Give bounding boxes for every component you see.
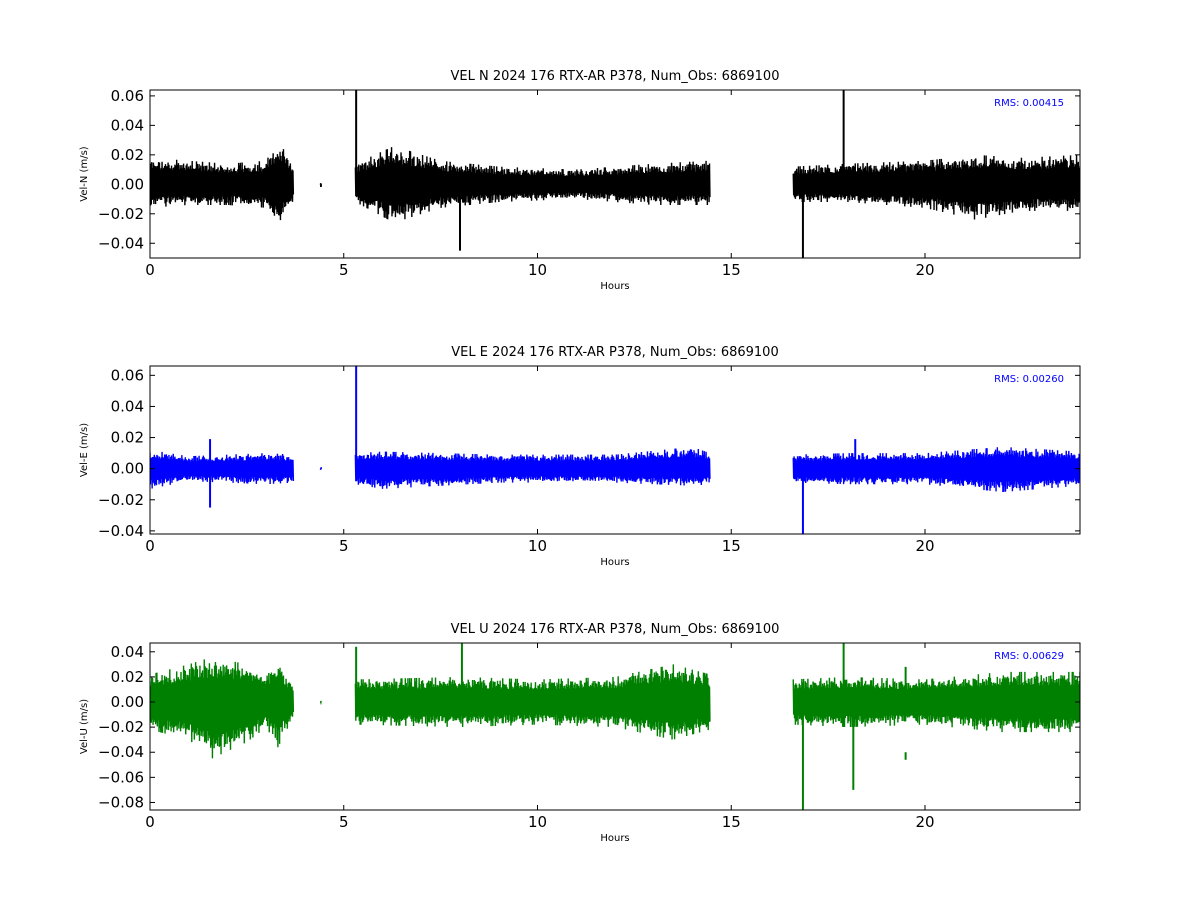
y-tick-label: −0.04 bbox=[98, 522, 144, 540]
rms-annotation: RMS: 0.00260 bbox=[994, 374, 1064, 385]
y-tick-label: 0.00 bbox=[111, 693, 144, 711]
chart-title: VEL U 2024 176 RTX-AR P378, Num_Obs: 686… bbox=[451, 622, 780, 637]
x-tick-label: 20 bbox=[915, 261, 934, 279]
y-tick-label: −0.02 bbox=[98, 205, 144, 223]
rms-annotation: RMS: 0.00629 bbox=[994, 651, 1064, 662]
x-tick-label: 10 bbox=[528, 261, 547, 279]
y-tick-label: 0.04 bbox=[111, 397, 144, 415]
rms-annotation: RMS: 0.00415 bbox=[994, 98, 1064, 109]
data-series-segment bbox=[354, 147, 711, 220]
data-series-segment bbox=[319, 183, 322, 188]
x-tick-label: 15 bbox=[722, 813, 741, 831]
x-tick-label: 10 bbox=[528, 813, 547, 831]
y-tick-label: −0.08 bbox=[98, 793, 144, 811]
y-tick-label: −0.02 bbox=[98, 718, 144, 736]
data-series-segment bbox=[150, 659, 295, 759]
data-series-segment bbox=[150, 451, 295, 489]
x-tick-label: 0 bbox=[145, 813, 155, 831]
x-tick-label: 0 bbox=[145, 537, 155, 555]
y-tick-label: 0.04 bbox=[111, 643, 144, 661]
data-series-segment bbox=[354, 664, 711, 740]
data-layer bbox=[150, 90, 1080, 258]
y-tick-label: 0.00 bbox=[111, 460, 144, 478]
data-series-segment bbox=[319, 467, 322, 470]
y-axis-label: Vel-U (m/s) bbox=[79, 699, 90, 754]
data-series-segment bbox=[792, 155, 1080, 220]
y-tick-label: 0.04 bbox=[111, 116, 144, 134]
chart-panel-east: 0 5 10 15 20 −0.04 −0.02 0.00 0.02 0.04 0.06 VEL E … bbox=[79, 345, 1081, 568]
y-tick-label: −0.04 bbox=[98, 234, 144, 252]
y-tick-label: 0.00 bbox=[111, 175, 144, 193]
x-axis-label: Hours bbox=[600, 557, 629, 568]
y-tick-label: 0.06 bbox=[111, 366, 144, 384]
y-axis-label: Vel-N (m/s) bbox=[79, 146, 90, 201]
x-tick-label: 20 bbox=[915, 537, 934, 555]
x-tick-label: 10 bbox=[528, 537, 547, 555]
x-tick-label: 5 bbox=[339, 261, 349, 279]
y-tick-label: 0.06 bbox=[111, 87, 144, 105]
data-series-segment bbox=[354, 448, 711, 489]
x-tick-label: 20 bbox=[915, 813, 934, 831]
x-tick-label: 5 bbox=[339, 537, 349, 555]
axes-frame bbox=[149, 365, 1081, 535]
chart-panel-north: 0 5 10 15 20 −0.04 −0.02 0.00 0.02 0.04 0.06 VEL N … bbox=[79, 69, 1081, 292]
data-layer bbox=[150, 643, 1080, 810]
x-tick-label: 15 bbox=[722, 537, 741, 555]
x-axis-label: Hours bbox=[600, 833, 629, 844]
y-tick-label: −0.06 bbox=[98, 768, 144, 786]
y-tick-label: 0.02 bbox=[111, 146, 144, 164]
x-tick-label: 5 bbox=[339, 813, 349, 831]
data-series-segment bbox=[792, 447, 1080, 492]
y-tick-label: 0.02 bbox=[111, 429, 144, 447]
axes-frame bbox=[149, 642, 1081, 811]
data-series-segment bbox=[319, 700, 322, 705]
y-tick-label: −0.04 bbox=[98, 743, 144, 761]
x-axis-label: Hours bbox=[600, 281, 629, 292]
chart-title: VEL N 2024 176 RTX-AR P378, Num_Obs: 686… bbox=[451, 69, 780, 84]
chart-title: VEL E 2024 176 RTX-AR P378, Num_Obs: 686… bbox=[451, 345, 778, 360]
data-series-segment bbox=[150, 149, 295, 221]
chart-panel-up: 0 5 10 15 20 −0.08 −0.06 −0.04 −0.02 0.00 0.02 0.04… bbox=[79, 622, 1081, 844]
x-tick-label: 15 bbox=[722, 261, 741, 279]
y-tick-label: 0.02 bbox=[111, 668, 144, 686]
axes-frame bbox=[149, 89, 1081, 259]
y-tick-label: −0.02 bbox=[98, 491, 144, 509]
x-tick-label: 0 bbox=[145, 261, 155, 279]
data-series-segment bbox=[792, 671, 1080, 733]
data-layer bbox=[150, 366, 1080, 534]
y-axis-label: Vel-E (m/s) bbox=[79, 423, 90, 477]
